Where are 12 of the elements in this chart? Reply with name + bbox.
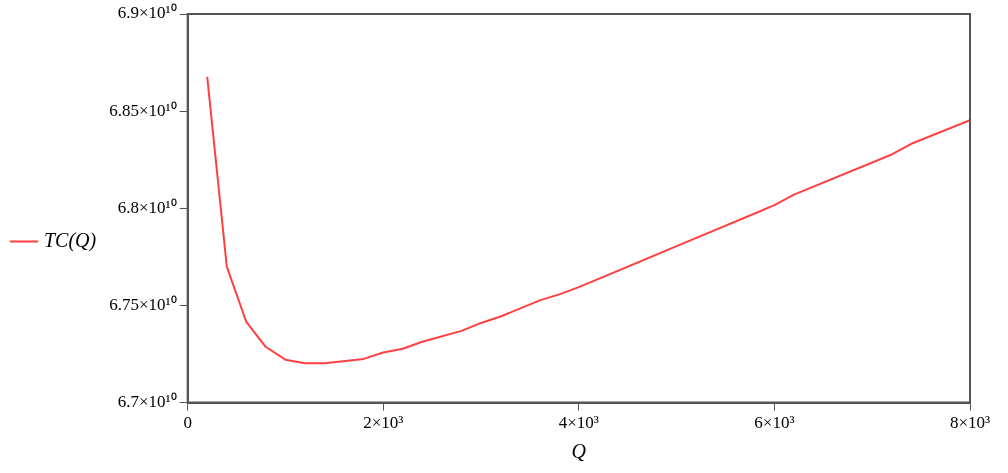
y-tick-label: 6.7×10¹⁰	[117, 392, 177, 412]
x-axis-title: Q	[571, 440, 587, 463]
y-tick-label: 6.8×10¹⁰	[117, 197, 177, 217]
x-tick-label: 2×10³	[363, 413, 404, 433]
x-tick-label: 8×10³	[949, 413, 991, 433]
x-tick-label: 4×10³	[558, 413, 599, 433]
x-tick-label: 6×10³	[754, 413, 795, 433]
y-tick-label: 6.75×10¹⁰	[109, 294, 177, 314]
y-tick-label: 6.9×10¹⁰	[117, 3, 177, 23]
x-tick-label: 0	[183, 413, 192, 433]
y-tick-label: 6.85×10¹⁰	[109, 100, 177, 120]
legend-label: TC(Q)	[44, 228, 97, 252]
